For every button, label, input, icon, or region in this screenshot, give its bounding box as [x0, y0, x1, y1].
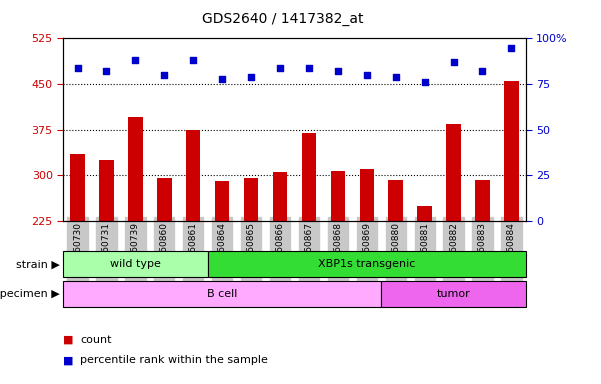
Text: XBP1s transgenic: XBP1s transgenic [318, 259, 415, 269]
Bar [302, 132, 316, 221]
Bar [359, 169, 374, 221]
Point [420, 79, 430, 85]
Point [130, 57, 140, 63]
Bar [157, 178, 171, 221]
Point [275, 65, 285, 71]
Bar [273, 172, 287, 221]
Text: GDS2640 / 1417382_at: GDS2640 / 1417382_at [202, 12, 363, 25]
Text: count: count [80, 335, 111, 345]
Bar [128, 118, 142, 221]
Bar [504, 81, 519, 221]
Text: percentile rank within the sample: percentile rank within the sample [80, 355, 268, 365]
Point [246, 74, 256, 80]
Point [507, 45, 516, 51]
Bar [99, 160, 114, 221]
Bar [475, 180, 490, 221]
Point [333, 68, 343, 74]
Bar [331, 171, 345, 221]
Text: strain ▶: strain ▶ [16, 259, 60, 269]
Point [449, 59, 459, 65]
Text: specimen ▶: specimen ▶ [0, 289, 60, 299]
Bar [388, 180, 403, 221]
Point [102, 68, 111, 74]
Point [391, 74, 400, 80]
Bar [418, 205, 432, 221]
Text: wild type: wild type [110, 259, 161, 269]
Text: ■: ■ [63, 355, 73, 365]
Text: B cell: B cell [207, 289, 237, 299]
Point [159, 72, 169, 78]
Point [362, 72, 371, 78]
Point [189, 57, 198, 63]
Bar [215, 181, 230, 221]
Bar [244, 178, 258, 221]
Point [478, 68, 487, 74]
Bar [70, 154, 85, 221]
Point [73, 65, 82, 71]
Point [218, 75, 227, 81]
Bar [447, 124, 461, 221]
Point [304, 65, 314, 71]
Text: ■: ■ [63, 335, 73, 345]
Text: tumor: tumor [437, 289, 471, 299]
Bar [186, 129, 201, 221]
